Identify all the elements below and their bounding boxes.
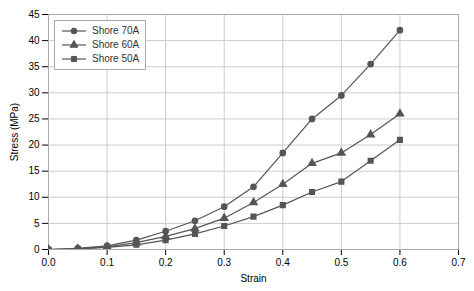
svg-text:Strain: Strain bbox=[240, 273, 266, 284]
svg-text:0: 0 bbox=[34, 244, 40, 255]
svg-text:25: 25 bbox=[28, 113, 40, 124]
svg-text:30: 30 bbox=[28, 87, 40, 98]
svg-text:35: 35 bbox=[28, 61, 40, 72]
html-text:Shore 50A: Shore 50A bbox=[92, 53, 140, 64]
svg-text:20: 20 bbox=[28, 139, 40, 150]
svg-text:0.0: 0.0 bbox=[42, 257, 56, 268]
svg-text:0.7: 0.7 bbox=[452, 257, 466, 268]
svg-text:Stress (MPa): Stress (MPa) bbox=[9, 103, 20, 161]
svg-text:0.2: 0.2 bbox=[159, 257, 173, 268]
svg-text:0.5: 0.5 bbox=[334, 257, 348, 268]
svg-text:0.1: 0.1 bbox=[100, 257, 114, 268]
html-text:Shore 60A: Shore 60A bbox=[92, 39, 140, 50]
svg-text:0.3: 0.3 bbox=[217, 257, 231, 268]
svg-text:40: 40 bbox=[28, 35, 40, 46]
svg-text:0.6: 0.6 bbox=[393, 257, 407, 268]
svg-text:45: 45 bbox=[28, 9, 40, 20]
svg-text:15: 15 bbox=[28, 165, 40, 176]
html-text:Shore 70A: Shore 70A bbox=[92, 25, 140, 36]
svg-text:5: 5 bbox=[34, 218, 40, 229]
svg-text:0.4: 0.4 bbox=[276, 257, 290, 268]
svg-text:10: 10 bbox=[28, 191, 40, 202]
